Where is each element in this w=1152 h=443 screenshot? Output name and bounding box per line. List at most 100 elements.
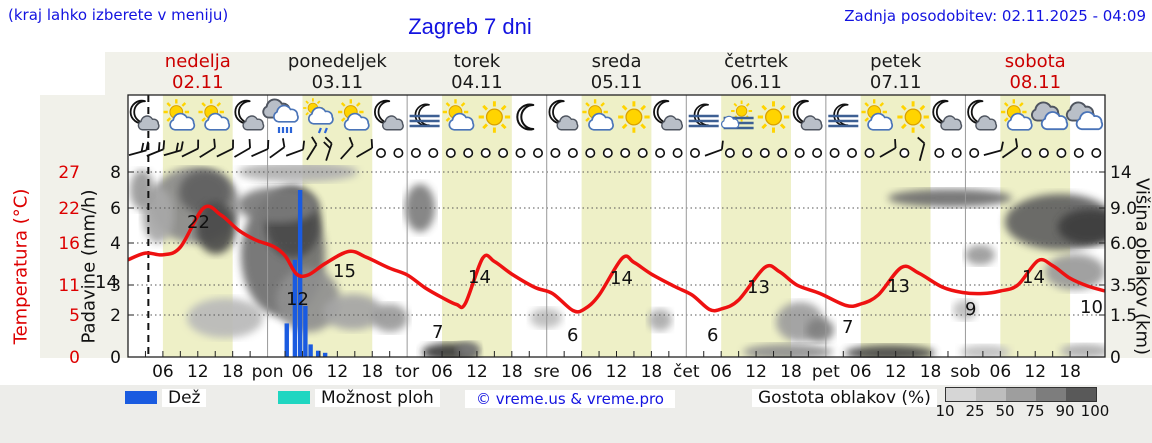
cloud-density-segment bbox=[946, 388, 976, 401]
temp-value-label: 13 bbox=[747, 277, 770, 298]
precip-tick-label: 6 bbox=[110, 199, 121, 219]
calm-wind-icon bbox=[742, 148, 753, 158]
calm-wind-icon bbox=[445, 148, 456, 158]
x-axis-label: 12 bbox=[745, 362, 767, 382]
calm-wind-icon bbox=[393, 148, 404, 158]
temp-value-label: 6 bbox=[707, 325, 718, 346]
shower-legend-swatch bbox=[278, 391, 310, 404]
temperature-line bbox=[128, 204, 1105, 314]
cloud-density-scale-ticks: 10 25 50 75 90 100 bbox=[935, 402, 1115, 420]
temp-value-label: 7 bbox=[432, 322, 443, 343]
cloud-blob bbox=[130, 170, 154, 210]
cloud-density-segment bbox=[1006, 388, 1036, 401]
temp-value-label: 14 bbox=[95, 272, 118, 293]
day-header-torek: torek 04.11 bbox=[451, 51, 503, 93]
cloud-blob bbox=[1060, 344, 1105, 358]
precipitation-bars bbox=[284, 190, 328, 357]
y-axis-tick-labels: 27 22 16 11 5 0 8 6 4 3 2 0 14 9.0 6.0 3.5 1.5 0 bbox=[58, 163, 1137, 368]
x-axis-label: 06 bbox=[571, 362, 593, 382]
menu-hint-note: (kraj lahko izberete v meniju) bbox=[8, 6, 229, 24]
x-axis-label: 06 bbox=[152, 362, 174, 382]
day-header-četrtek: četrtek 06.11 bbox=[724, 51, 789, 93]
calm-wind-icon bbox=[620, 148, 631, 158]
cloud-blob bbox=[238, 187, 318, 223]
cloud-density-segment bbox=[1066, 388, 1096, 401]
temp-value-label: 12 bbox=[286, 289, 309, 310]
x-axis-label: 06 bbox=[850, 362, 872, 382]
calm-wind-icon bbox=[759, 148, 770, 158]
calm-wind-icon bbox=[480, 148, 491, 158]
cloud-blob bbox=[648, 309, 672, 331]
x-axis-label: 18 bbox=[780, 362, 802, 382]
cloud-density-tick-label: 90 bbox=[1055, 402, 1075, 420]
page-title: Zagreb 7 dni bbox=[408, 14, 532, 39]
copyright-link[interactable]: © vreme.us & vreme.pro bbox=[465, 390, 675, 408]
day-headers: nedelja 02.11 ponedeljek 03.11 torek 04.11 sre… bbox=[128, 51, 1105, 94]
x-axis-label: 06 bbox=[292, 362, 314, 382]
header-strip-bg bbox=[105, 52, 1152, 95]
calm-wind-icon bbox=[690, 148, 700, 158]
cloud-blob bbox=[405, 184, 435, 232]
cloud-blob bbox=[187, 298, 263, 338]
cloud-density-tick-label: 50 bbox=[995, 402, 1015, 420]
cloud-blob bbox=[323, 294, 383, 330]
x-axis-label: 12 bbox=[885, 362, 907, 382]
shower-legend-label: Možnost ploh bbox=[315, 389, 440, 407]
last-update-info: Zadnja posodobitev: 02.11.2025 - 04:09 bbox=[844, 7, 1146, 25]
x-axis-label: čet bbox=[673, 362, 700, 382]
temp-value-label: 13 bbox=[887, 276, 910, 297]
calm-wind-icon bbox=[864, 148, 875, 158]
gridlines bbox=[128, 95, 1105, 357]
x-axis-label: 12 bbox=[1024, 362, 1046, 382]
rain-bar bbox=[322, 352, 328, 357]
cloud-density-legend-label: Gostota oblakov (%) bbox=[752, 389, 937, 407]
x-axis-label: 18 bbox=[361, 362, 383, 382]
x-axis-label: 18 bbox=[920, 362, 942, 382]
temp-value-label: 14 bbox=[468, 267, 491, 288]
day-header-nedelja: nedelja 02.11 bbox=[164, 51, 231, 93]
temp-tick-label: 11 bbox=[58, 276, 80, 296]
right-margin-bg bbox=[1105, 95, 1152, 358]
calm-wind-icon bbox=[376, 148, 386, 158]
temp-value-label: 6 bbox=[567, 325, 578, 346]
x-axis-label: 18 bbox=[222, 362, 244, 382]
wind-barb-icon bbox=[199, 138, 216, 159]
wind-barb-icon bbox=[306, 136, 318, 161]
temp-value-label: 7 bbox=[842, 317, 853, 338]
rain-bar bbox=[284, 323, 289, 357]
calm-wind-icon bbox=[533, 148, 543, 158]
calm-wind-icon bbox=[1073, 148, 1084, 158]
calm-wind-icon bbox=[463, 148, 474, 158]
x-axis-label: pon bbox=[252, 362, 284, 382]
temp-tick-label: 5 bbox=[69, 306, 80, 326]
wind-barb-icon bbox=[356, 139, 374, 158]
calm-wind-icon bbox=[672, 148, 683, 158]
cloud-density-tick-label: 25 bbox=[965, 402, 985, 420]
temp-value-label: 10 bbox=[1080, 297, 1103, 318]
daylight-band bbox=[442, 95, 512, 357]
left-margin-bg bbox=[40, 95, 128, 358]
x-axis-label: tor bbox=[395, 362, 419, 382]
cloud-height-tick-label: 14 bbox=[1110, 163, 1132, 183]
wind-barb-icon bbox=[216, 139, 234, 158]
cloud-density-tick-label: 10 bbox=[935, 402, 955, 420]
temp-value-label: 14 bbox=[1022, 267, 1045, 288]
day-header-petek: petek 07.11 bbox=[869, 51, 922, 93]
calm-wind-icon bbox=[1021, 148, 1032, 158]
cloud-blob bbox=[960, 345, 1010, 358]
calm-wind-icon bbox=[1038, 148, 1049, 158]
cloud-blob bbox=[456, 342, 480, 358]
calm-wind-icon bbox=[951, 148, 962, 158]
cloud-blob bbox=[1058, 209, 1105, 245]
temp-value-label: 14 bbox=[610, 268, 633, 289]
calm-wind-icon bbox=[934, 148, 945, 158]
temperature-value-labels: 14 22 12 15 7 14 6 14 6 13 7 13 9 14 10 bbox=[95, 212, 1103, 346]
temp-value-label: 15 bbox=[333, 261, 356, 282]
calm-wind-icon bbox=[410, 148, 421, 158]
cloud-height-tick-label: 9.0 bbox=[1110, 199, 1137, 219]
sun-icon bbox=[756, 99, 791, 135]
wind-barb-icon bbox=[983, 141, 1004, 156]
calm-wind-icon bbox=[585, 148, 596, 158]
